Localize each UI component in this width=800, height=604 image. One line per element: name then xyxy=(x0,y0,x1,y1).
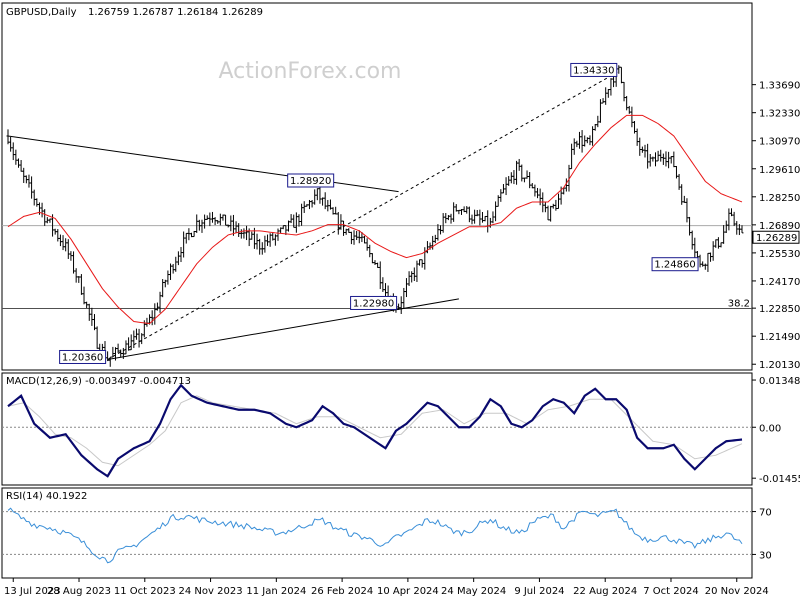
price-tick-label: 1.30970 xyxy=(759,137,800,148)
level-annotation-label: 1.24860 xyxy=(654,260,695,271)
x-tick-label: 11 Oct 2023 xyxy=(114,586,176,597)
ohlc-readout: 1.26759 1.26787 1.26184 1.26289 xyxy=(88,7,263,18)
panel-frame-1 xyxy=(1,2,753,371)
x-tick-label: 20 Nov 2024 xyxy=(705,586,769,597)
price-tick-label: 1.26890 xyxy=(759,221,800,232)
level-annotation-box xyxy=(570,62,618,77)
x-tick-label: 24 Nov 2023 xyxy=(179,586,243,597)
rsi-title: RSI(14) 40.1922 xyxy=(6,491,87,502)
price-tick-label: 1.25530 xyxy=(759,249,800,260)
level-annotation-label: 1.22980 xyxy=(353,298,394,309)
watermark: ActionForex.com xyxy=(219,59,402,84)
price-tick-label: 1.33690 xyxy=(759,81,800,92)
macd-tick-label: 0.013489 xyxy=(759,376,800,387)
level-annotation-label: 1.28920 xyxy=(290,176,331,187)
level-annotation-box xyxy=(651,257,699,272)
rsi-tick-label: 70 xyxy=(759,508,772,519)
x-tick-label: 26 Feb 2024 xyxy=(311,586,373,597)
price-tick-label: 1.32330 xyxy=(759,109,800,120)
price-tick-label: 1.20130 xyxy=(759,360,800,371)
rsi-tick-label: 30 xyxy=(759,550,772,561)
fib-level-label: 38.2 xyxy=(728,299,750,310)
level-annotation-box xyxy=(350,295,398,310)
level-annotation-label: 1.20360 xyxy=(62,352,103,363)
moving-average-line xyxy=(7,114,743,325)
price-tick-label: 1.21490 xyxy=(759,332,800,343)
panel-frame-2 xyxy=(1,372,753,486)
x-tick-label: 28 Aug 2023 xyxy=(47,586,111,597)
x-tick-label: 22 Aug 2024 xyxy=(573,586,637,597)
current-price-box xyxy=(752,230,800,244)
macd-tick-label: -0.014554 xyxy=(759,474,800,485)
x-tick-label: 11 Jan 2024 xyxy=(246,586,306,597)
rsi-line xyxy=(7,507,743,564)
macd-title: MACD(12,26,9) -0.003497 -0.004713 xyxy=(6,376,191,387)
x-tick-label: 10 Apr 2024 xyxy=(377,586,439,597)
level-annotation-box xyxy=(59,349,107,364)
trendline-2 xyxy=(107,71,620,360)
panel-frame-3 xyxy=(1,487,753,579)
trendline-0 xyxy=(7,135,399,193)
price-bars xyxy=(6,64,744,367)
price-tick-label: 1.29610 xyxy=(759,165,800,176)
x-tick-label: 24 May 2024 xyxy=(441,586,506,597)
x-tick-label: 7 Oct 2024 xyxy=(643,586,698,597)
level-annotation-box xyxy=(287,173,335,188)
current-price-label: 1.26289 xyxy=(756,233,797,244)
price-tick-label: 1.28250 xyxy=(759,193,800,204)
macd-signal-line xyxy=(7,395,743,467)
x-tick-label: 9 Jul 2024 xyxy=(514,586,564,597)
price-tick-label: 1.24170 xyxy=(759,277,800,288)
macd-tick-label: 0.00 xyxy=(759,423,781,434)
x-tick-label: 13 Jul 2023 xyxy=(4,586,61,597)
price-tick-label: 1.22850 xyxy=(759,304,800,315)
macd-line xyxy=(7,383,743,478)
level-annotation-label: 1.34330 xyxy=(573,65,614,76)
symbol-label: GBPUSD,Daily xyxy=(6,7,77,18)
trendline-1 xyxy=(107,298,459,360)
